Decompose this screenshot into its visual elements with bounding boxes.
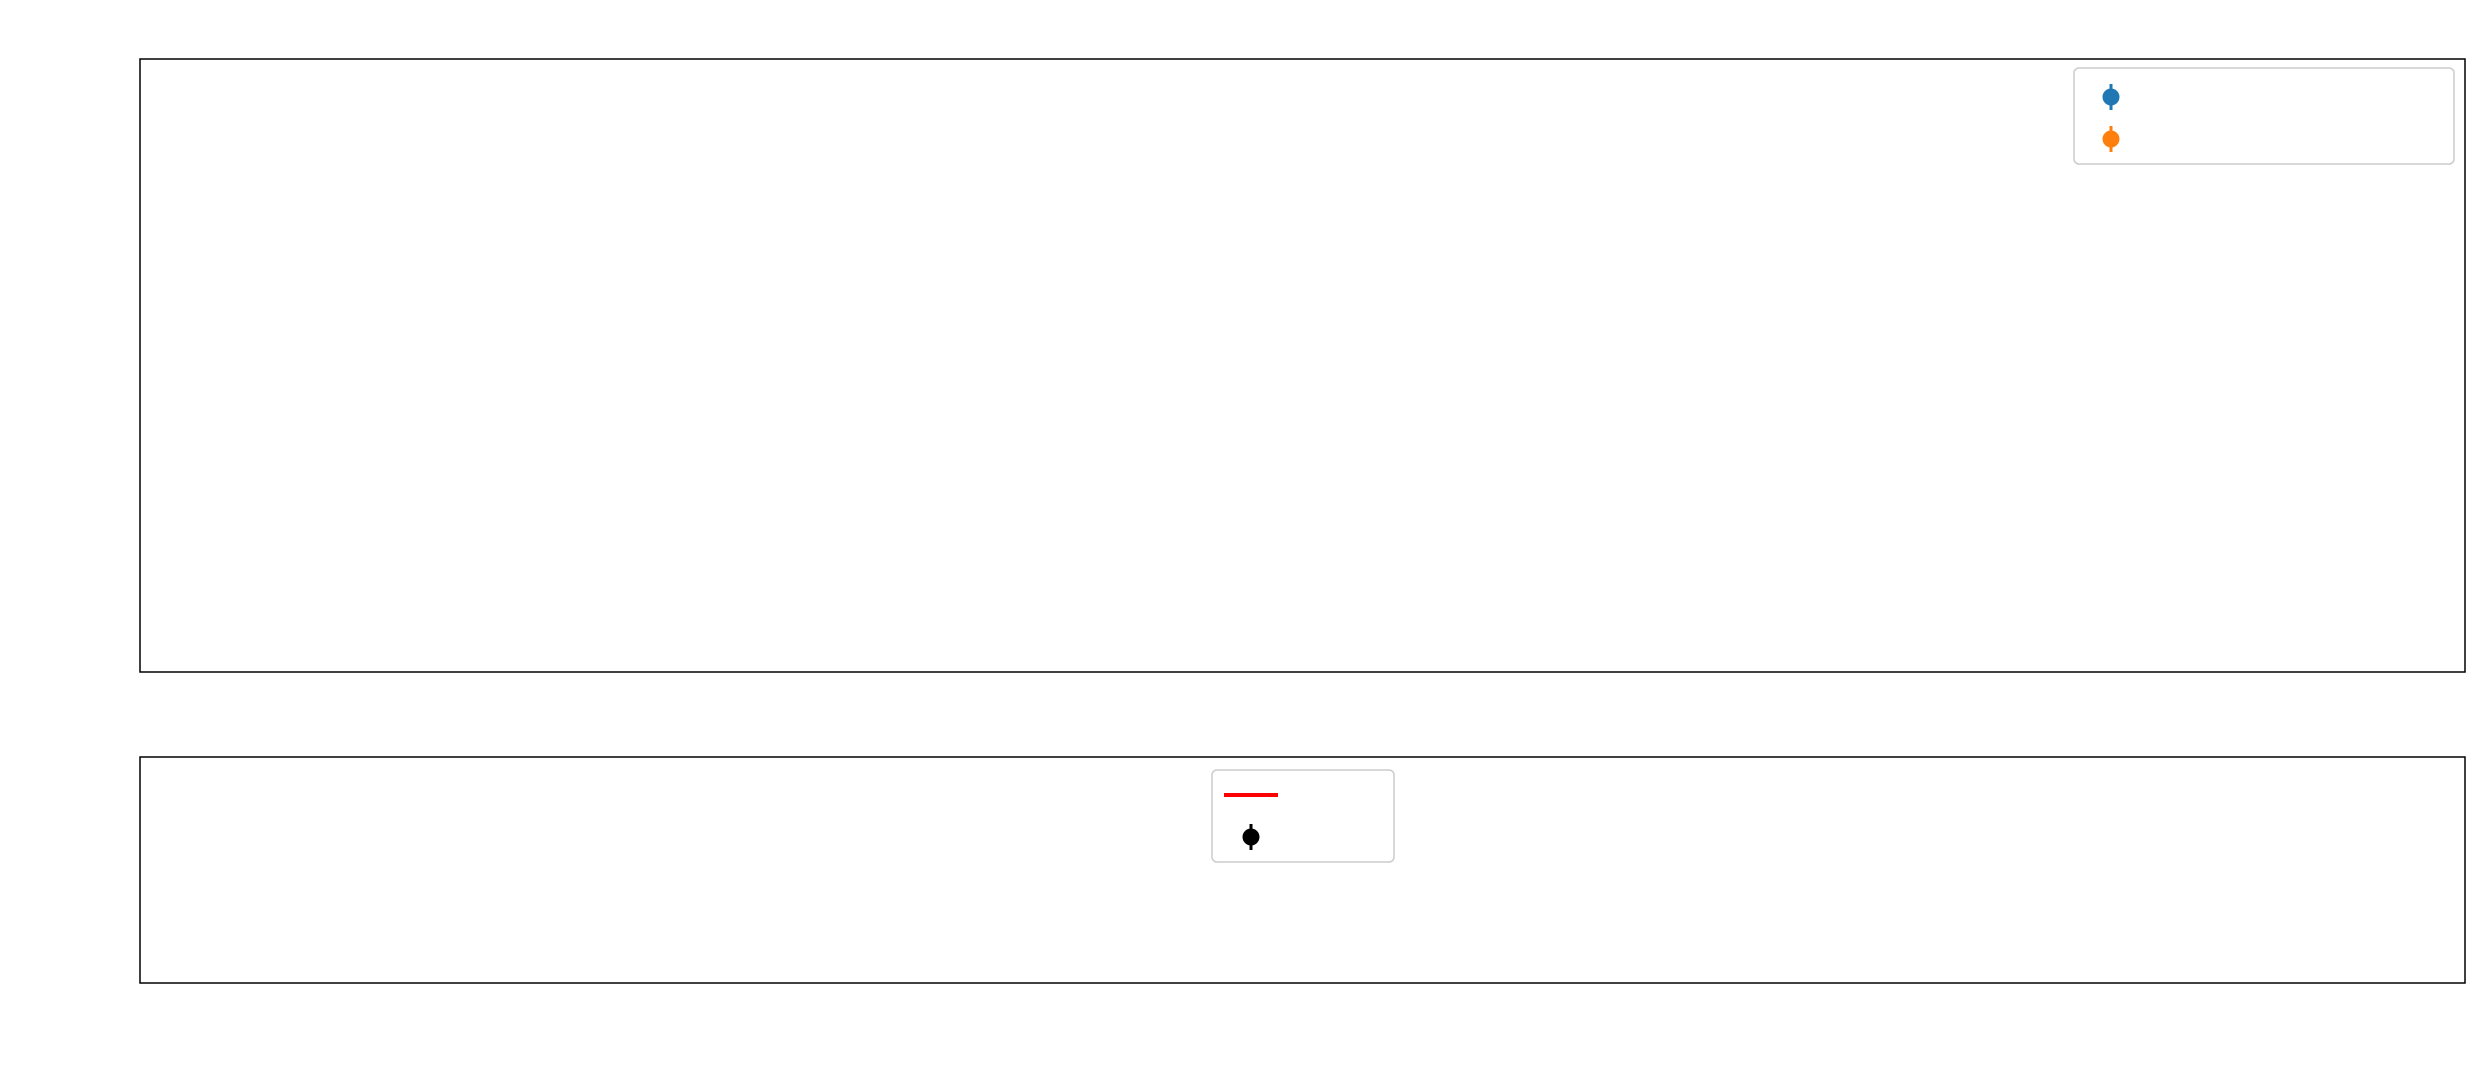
legend-marker-increased (2102, 126, 2120, 152)
legend-marker-ratio (1242, 824, 1260, 850)
legend-marker-original (2102, 84, 2120, 110)
top-legend (2073, 67, 2455, 165)
bottom-legend (1211, 769, 1395, 863)
top-legend-box (2073, 67, 2455, 165)
top-axes-frame (139, 58, 2466, 673)
bottom-legend-box (1211, 769, 1395, 863)
bottom-axes-frame (139, 756, 2466, 984)
